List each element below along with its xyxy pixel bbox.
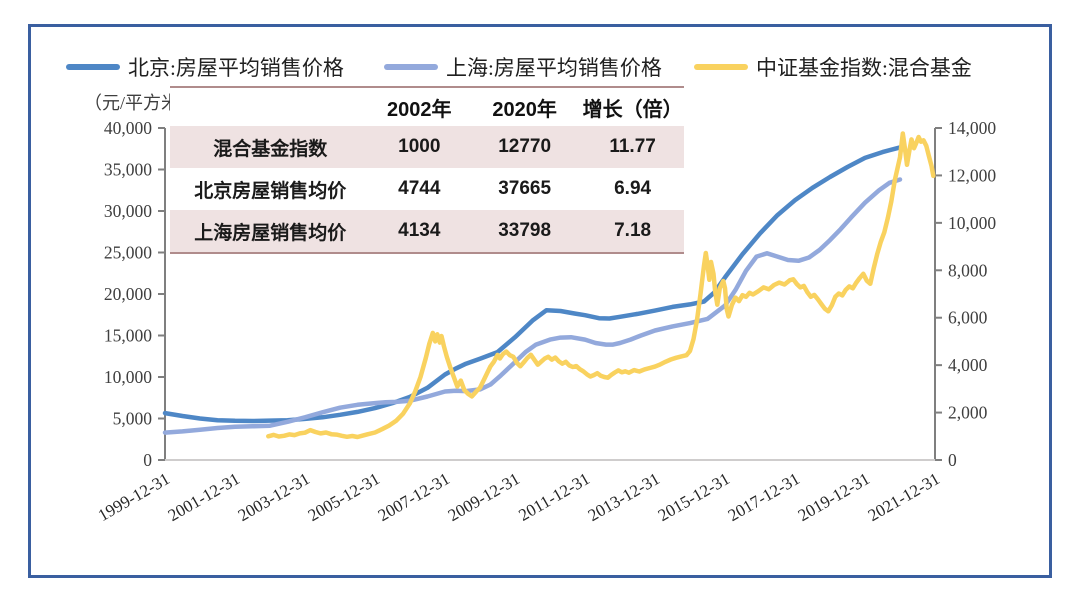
y-right-tick-label: 14,000 bbox=[948, 118, 996, 138]
legend-item-shanghai: 上海:房屋平均销售价格 bbox=[384, 52, 662, 82]
row-label: 上海房屋销售均价 bbox=[194, 222, 347, 244]
y-right-tick-label: 12,000 bbox=[948, 165, 996, 185]
row-label: 北京房屋销售均价 bbox=[194, 180, 347, 202]
value-2020: 33798 bbox=[498, 220, 552, 241]
y-left-tick-label: 30,000 bbox=[104, 201, 152, 221]
y-right-tick-label: 8,000 bbox=[948, 260, 988, 280]
fund-index-line bbox=[266, 131, 936, 440]
y-right-tick-label: 6,000 bbox=[948, 308, 988, 328]
header-cell-2020: 2020年 bbox=[492, 98, 557, 121]
fund-line-swatch-icon bbox=[694, 64, 748, 70]
y-right-tick-label: 10,000 bbox=[948, 213, 996, 233]
row-label: 混合基金指数 bbox=[213, 138, 328, 160]
y-right-tick-label: 4,000 bbox=[948, 355, 988, 375]
x-tick-label: 2011-12-31 bbox=[515, 469, 593, 525]
legend-label-fund: 中证基金指数:混合基金 bbox=[756, 56, 972, 80]
value-2002: 4744 bbox=[398, 178, 441, 199]
value-2020: 37665 bbox=[498, 178, 552, 199]
x-tick-label: 2021-12-31 bbox=[865, 469, 943, 525]
table-row-beijing: 北京房屋销售均价 4744 37665 6.94 bbox=[170, 168, 684, 210]
y-left-tick-label: 40,000 bbox=[104, 118, 152, 138]
value-2002: 1000 bbox=[398, 136, 441, 157]
y-right-tick-label: 2,000 bbox=[948, 403, 988, 423]
y-right-tick-label: 0 bbox=[948, 450, 957, 470]
x-tick-label: 2007-12-31 bbox=[375, 469, 453, 525]
x-tick-label: 2013-12-31 bbox=[585, 469, 663, 525]
x-tick-label: 2001-12-31 bbox=[165, 469, 243, 525]
shanghai-price-line bbox=[162, 177, 903, 435]
y-left-tick-label: 25,000 bbox=[104, 243, 152, 263]
value-growth: 11.77 bbox=[609, 136, 656, 157]
legend-label-beijing: 北京:房屋平均销售价格 bbox=[128, 56, 344, 80]
x-tick-label: 2017-12-31 bbox=[725, 469, 803, 525]
x-tick-label: 2009-12-31 bbox=[445, 469, 523, 525]
table-header-row: 2002年 2020年 增长（倍） bbox=[170, 88, 684, 126]
x-tick-label: 2005-12-31 bbox=[305, 469, 383, 525]
x-tick-label: 2015-12-31 bbox=[655, 469, 733, 525]
y-left-tick-label: 0 bbox=[143, 450, 152, 470]
value-growth: 6.94 bbox=[614, 178, 652, 199]
value-2002: 4134 bbox=[398, 220, 441, 241]
comparison-table: 2002年 2020年 增长（倍） 混合基金指数 1000 12770 11.7… bbox=[170, 86, 684, 254]
unit-text: （元/平方米） bbox=[84, 93, 198, 113]
x-tick-label: 1999-12-31 bbox=[95, 469, 173, 525]
value-2020: 12770 bbox=[498, 136, 552, 157]
y-left-tick-label: 10,000 bbox=[104, 367, 152, 387]
x-tick-label: 2003-12-31 bbox=[235, 469, 313, 525]
header-cell-growth: 增长（倍） bbox=[582, 98, 683, 121]
table-row-shanghai: 上海房屋销售均价 4134 33798 7.18 bbox=[170, 210, 684, 252]
value-growth: 7.18 bbox=[614, 220, 652, 241]
legend-label-shanghai: 上海:房屋平均销售价格 bbox=[446, 56, 662, 80]
table-row-fund-index: 混合基金指数 1000 12770 11.77 bbox=[170, 126, 684, 168]
y-left-tick-label: 20,000 bbox=[104, 284, 152, 304]
y-left-tick-label: 5,000 bbox=[113, 409, 153, 429]
x-tick-label: 2019-12-31 bbox=[795, 469, 873, 525]
y-left-tick-label: 15,000 bbox=[104, 326, 152, 346]
y-left-tick-label: 35,000 bbox=[104, 160, 152, 180]
legend-item-fund: 中证基金指数:混合基金 bbox=[694, 52, 972, 82]
header-cell-2002: 2002年 bbox=[387, 98, 452, 121]
legend-item-beijing: 北京:房屋平均销售价格 bbox=[66, 52, 344, 82]
beijing-line-swatch-icon bbox=[66, 64, 120, 70]
shanghai-line-swatch-icon bbox=[384, 64, 438, 70]
